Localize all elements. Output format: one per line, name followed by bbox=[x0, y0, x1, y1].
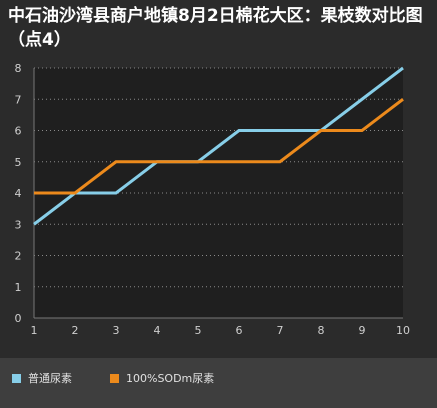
legend: 普通尿素 100%SODm尿素 bbox=[0, 358, 437, 408]
legend-label-series-2: 100%SODm尿素 bbox=[126, 372, 215, 385]
series-lines bbox=[33, 66, 404, 226]
x-tick-label: 7 bbox=[277, 324, 284, 337]
x-tick-label: 9 bbox=[359, 324, 366, 337]
legend-label-series-1: 普通尿素 bbox=[28, 372, 72, 385]
y-tick-label: 6 bbox=[15, 125, 22, 138]
x-tick-label: 2 bbox=[72, 324, 79, 337]
y-tick-labels: 0 1 2 3 4 5 6 7 8 bbox=[15, 62, 22, 325]
y-tick-label: 0 bbox=[15, 312, 22, 325]
y-tick-label: 5 bbox=[15, 156, 22, 169]
chart-title: 中石油沙湾县商户地镇8月2日棉花大区：果枝数对比图（点4） bbox=[8, 6, 423, 50]
legend-swatch-series-2 bbox=[110, 373, 119, 383]
x-tick-label: 10 bbox=[396, 324, 410, 337]
series-line-1 bbox=[33, 66, 404, 226]
y-tick-label: 4 bbox=[15, 187, 22, 200]
legend-swatch-series-1 bbox=[12, 373, 21, 383]
series-line-2 bbox=[34, 98, 404, 195]
y-tick-label: 8 bbox=[15, 62, 22, 75]
y-tick-label: 7 bbox=[15, 93, 22, 106]
x-tick-label: 5 bbox=[195, 324, 202, 337]
y-tick-label: 3 bbox=[15, 218, 22, 231]
x-tick-label: 6 bbox=[236, 324, 243, 337]
x-tick-label: 3 bbox=[113, 324, 120, 337]
x-tick-label: 1 bbox=[31, 324, 38, 337]
legend-item-series-2[interactable]: 100%SODm尿素 bbox=[110, 370, 214, 386]
legend-item-series-1[interactable]: 普通尿素 bbox=[12, 370, 72, 386]
x-tick-labels: 1 2 3 4 5 6 7 8 9 10 bbox=[31, 324, 411, 337]
x-tick-label: 4 bbox=[154, 324, 161, 337]
x-tick-label: 8 bbox=[318, 324, 325, 337]
y-tick-label: 2 bbox=[15, 250, 22, 263]
y-tick-label: 1 bbox=[15, 281, 22, 294]
